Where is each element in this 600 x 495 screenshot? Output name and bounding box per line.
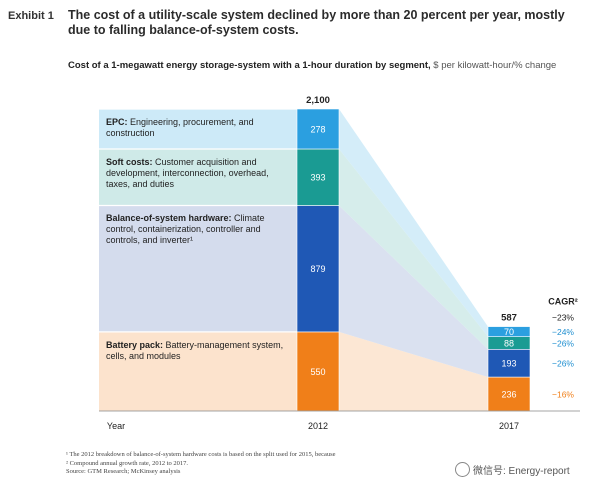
subtitle-units: $ per kilowatt-hour/% change bbox=[433, 60, 557, 71]
connector-bos bbox=[339, 205, 488, 378]
total-cagr: −23% bbox=[552, 313, 574, 323]
value-2017-battery: 236 bbox=[501, 390, 516, 400]
footnote-2: ² Compound annual growth rate, 2012 to 2… bbox=[66, 459, 189, 467]
footnotes: ¹ The 2012 breakdown of balance-of-syste… bbox=[66, 451, 586, 477]
bar-2017-battery bbox=[487, 376, 531, 412]
cagr-header: CAGR² bbox=[548, 297, 578, 307]
connector-soft bbox=[339, 148, 488, 350]
segment-label-epc: EPC: Engineering, procurement, and const… bbox=[106, 117, 286, 139]
x-tick-2012: 2012 bbox=[308, 421, 328, 431]
x-tick-2017: 2017 bbox=[499, 421, 519, 431]
exhibit-label: Exhibit 1 bbox=[8, 10, 54, 22]
chart-title: The cost of a utility-scale system decli… bbox=[68, 8, 565, 37]
total-2012: 2,100 bbox=[306, 95, 330, 106]
band-battery bbox=[99, 331, 297, 411]
segment-label-battery: Battery pack: Battery-management system,… bbox=[106, 340, 286, 362]
band-soft bbox=[99, 148, 297, 206]
segment-label-desc: Climate control, containerization, contr… bbox=[106, 213, 265, 246]
wechat-icon bbox=[455, 462, 470, 477]
value-2012-soft: 393 bbox=[310, 173, 325, 183]
segment-label-bos: Balance-of-system hardware: Climate cont… bbox=[106, 213, 286, 246]
value-2012-battery: 550 bbox=[310, 367, 325, 377]
cagr-bos: −26% bbox=[552, 359, 574, 369]
bar-2017-bos bbox=[487, 349, 531, 378]
value-2017-epc: 70 bbox=[504, 327, 514, 337]
chart-subtitle: Cost of a 1-megawatt energy storage-syst… bbox=[68, 60, 588, 71]
connector-epc bbox=[339, 109, 488, 337]
watermark-text: 微信号: Energy-report bbox=[473, 466, 570, 477]
footnote-source: Source: GTM Research; McKinsey analysis bbox=[66, 468, 181, 475]
bar-2017-epc bbox=[487, 326, 531, 337]
segment-label-soft: Soft costs: Customer acquisition and dev… bbox=[106, 157, 286, 190]
cagr-battery: −16% bbox=[552, 390, 574, 400]
segment-label-desc: Battery-management system, cells, and mo… bbox=[106, 339, 284, 361]
value-2012-epc: 278 bbox=[310, 124, 325, 134]
connector-battery bbox=[339, 331, 488, 411]
bar-2012-soft bbox=[296, 148, 340, 206]
subtitle-main: Cost of a 1-megawatt energy storage-syst… bbox=[68, 60, 431, 71]
segment-label-title: Balance-of-system hardware: bbox=[106, 213, 232, 224]
band-epc bbox=[99, 109, 297, 149]
footnote-1: ¹ The 2012 breakdown of balance-of-syste… bbox=[66, 451, 336, 458]
value-2012-bos: 879 bbox=[310, 264, 325, 274]
watermark: 微信号: Energy-report bbox=[455, 462, 570, 477]
cagr-soft: −26% bbox=[552, 338, 574, 348]
segment-label-title: Battery pack: bbox=[106, 339, 164, 350]
value-2017-soft: 88 bbox=[504, 338, 514, 348]
segment-label-desc: Customer acquisition and development, in… bbox=[106, 156, 269, 189]
band-bos bbox=[99, 205, 297, 332]
segment-label-title: EPC: bbox=[106, 117, 128, 127]
total-2017: 587 bbox=[501, 313, 517, 324]
value-2017-bos: 193 bbox=[501, 359, 516, 369]
segment-label-title: Soft costs: bbox=[106, 156, 153, 167]
cagr-epc: −24% bbox=[552, 327, 574, 337]
segment-label-desc: Engineering, procurement, and constructi… bbox=[106, 117, 254, 138]
x-axis-label: Year bbox=[107, 421, 125, 431]
bar-2012-epc bbox=[296, 108, 340, 150]
